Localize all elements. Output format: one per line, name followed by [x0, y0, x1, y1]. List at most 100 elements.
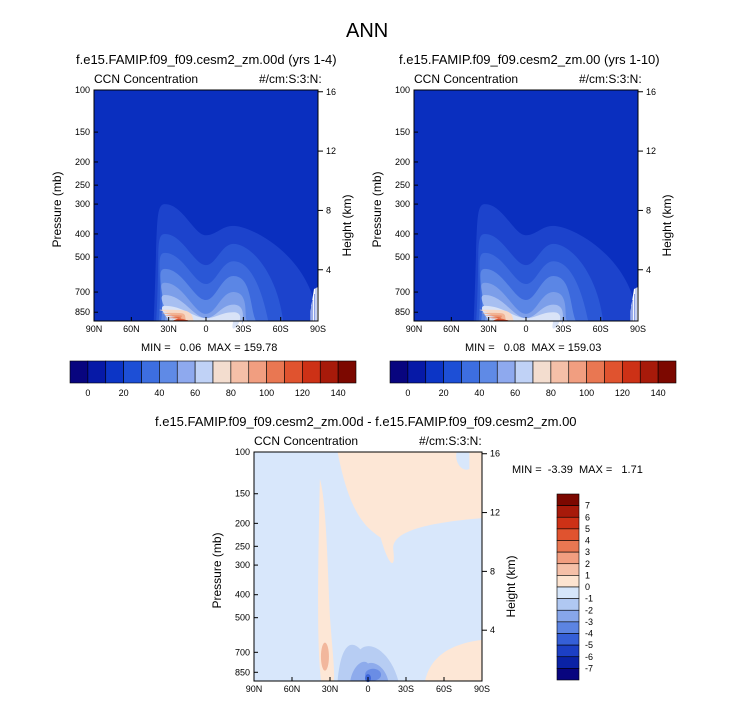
panel2-rtick-label: 8 [646, 205, 651, 215]
panel1-rtick-label: 16 [326, 87, 336, 97]
panel3-colorbar-label: -6 [585, 652, 593, 662]
panel1-units-label: #/cm:S:3:N: [259, 72, 322, 86]
panel2-colorbar-swatch [461, 360, 480, 384]
panel2-colorbar-swatch [389, 360, 409, 384]
panel3-variable-label: CCN Concentration [254, 434, 359, 448]
panel1-xtick-label: 0 [203, 324, 208, 334]
panel3-colorbar-swatch [556, 505, 580, 518]
panel2-ylabel-left: Pressure (mb) [370, 171, 384, 247]
panel2-ytick-label: 150 [395, 127, 410, 137]
panel3-colorbar-swatch [556, 528, 580, 541]
panel2-ytick-label: 300 [395, 199, 410, 209]
panel2-colorbar-swatch [622, 360, 641, 384]
panel1-ytick-label: 200 [75, 157, 90, 167]
panel2-xtick-label: 90S [630, 324, 646, 334]
panel1-ytick-label: 400 [75, 229, 90, 239]
panel3-ytick-label: 400 [235, 590, 250, 600]
panel3-colorbar-swatch [556, 575, 580, 588]
panel2-ytick-label: 100 [395, 85, 410, 95]
panel2-stats: MIN = 0.08 MAX = 159.03 [465, 342, 602, 354]
panel3-colorbar-label: 2 [585, 559, 590, 569]
panel3-colorbar-label: -3 [585, 617, 593, 627]
panel2-colorbar-label: 0 [405, 388, 410, 398]
panel2-ytick-label: 400 [395, 229, 410, 239]
panel1-ylabel-right: Height (km) [340, 194, 354, 256]
panel3-colorbar-swatch [556, 516, 580, 530]
panel2-colorbar-label: 60 [510, 388, 520, 398]
panel3-rtick-label: 4 [490, 625, 495, 635]
panel2-xtick-label: 0 [523, 324, 528, 334]
panel1-rtick-label: 4 [326, 265, 331, 275]
panel1-colorbar-swatch [105, 360, 124, 384]
panel3-xtick-label: 90S [474, 684, 490, 694]
panel1-band [162, 315, 183, 321]
panel1-xtick-label: 30S [235, 324, 251, 334]
panel1-xtick-label: 60N [123, 324, 140, 334]
panel2-colorbar-swatch [586, 360, 605, 384]
panel3-colorbar-label: -1 [585, 594, 593, 604]
panel2-colorbar-swatch [514, 360, 534, 384]
panel3-ytick-label: 100 [235, 447, 250, 457]
panel2-xtick-label: 30N [480, 324, 497, 334]
panel2-variable-label: CCN Concentration [414, 72, 519, 86]
panel3-negative-region [456, 452, 470, 470]
panel3-colorbar-label: -5 [585, 640, 593, 650]
panel1-rtick-label: 12 [326, 146, 336, 156]
panel1-colorbar-swatch [337, 360, 357, 384]
panel1-ytick-label: 250 [75, 180, 90, 190]
panel2-colorbar-swatch [479, 360, 498, 384]
panel2-band [482, 315, 503, 321]
panel2-ytick-label: 250 [395, 180, 410, 190]
panel3-colorbar-swatch [556, 609, 580, 623]
panel3-ytick-label: 150 [235, 489, 250, 499]
panel2-ytick-label: 850 [395, 307, 410, 317]
panel3-ylabel-right: Height (km) [504, 555, 518, 617]
panel1-title: f.e15.FAMIP.f09_f09.cesm2_zm.00d (yrs 1-… [76, 52, 337, 67]
panel1-colorbar-swatch [159, 360, 178, 384]
panel2-colorbar-label: 20 [439, 388, 449, 398]
panel1-colorbar-label: 40 [154, 388, 164, 398]
panel1-colorbar-label: 20 [119, 388, 129, 398]
panel3-ytick-label: 300 [235, 560, 250, 570]
panel2-colorbar-swatch [425, 360, 444, 384]
panel3-colorbar-swatch [556, 598, 580, 611]
panel1-ylabel-left: Pressure (mb) [50, 171, 64, 247]
panel3-xtick-label: 60S [436, 684, 452, 694]
panel2-ytick-label: 700 [395, 287, 410, 297]
panel3-xtick-label: 30N [322, 684, 339, 694]
panel3-colorbar-label: 6 [585, 512, 590, 522]
panel2-xtick-label: 30S [555, 324, 571, 334]
panel2-colorbar-label: 100 [579, 388, 594, 398]
panel1-colorbar-swatch [284, 360, 303, 384]
panel3-colorbar-swatch [556, 586, 580, 599]
panel2-colorbar-swatch [550, 360, 570, 384]
panel3-colorbar-label: -4 [585, 629, 593, 639]
panel2-colorbar-label: 40 [474, 388, 484, 398]
panel3-colorbar-swatch [556, 540, 580, 553]
panel3-colorbar-label: 3 [585, 547, 590, 557]
panel1-rtick-label: 8 [326, 205, 331, 215]
panel1-colorbar-swatch [69, 360, 89, 384]
panel3-positive-region [337, 452, 482, 564]
panel3-positive-region [425, 639, 482, 681]
panel1-ytick-label: 100 [75, 85, 90, 95]
panel3-positive-region [320, 642, 329, 671]
panel3-rtick-label: 12 [490, 508, 500, 518]
panel3-ytick-label: 850 [235, 667, 250, 677]
panel3-colorbar-swatch [556, 633, 580, 646]
panel3-colorbar-swatch [556, 621, 580, 634]
panel2-xtick-label: 60N [443, 324, 460, 334]
panel3-ytick-label: 200 [235, 518, 250, 528]
panel2-title: f.e15.FAMIP.f09_f09.cesm2_zm.00 (yrs 1-1… [399, 52, 660, 67]
panel2-ytick-label: 500 [395, 252, 410, 262]
panel3-colorbar-swatch [556, 493, 580, 506]
panel2-colorbar-swatch [532, 360, 552, 384]
panel2-colorbar-swatch [407, 360, 427, 384]
panel3-rtick-label: 8 [490, 566, 495, 576]
panel2-colorbar-swatch [443, 360, 462, 384]
panel1-colorbar-swatch [248, 360, 267, 384]
panel1-colorbar-label: 0 [85, 388, 90, 398]
panel2-ytick-label: 200 [395, 157, 410, 167]
panel1-colorbar-label: 120 [295, 388, 310, 398]
